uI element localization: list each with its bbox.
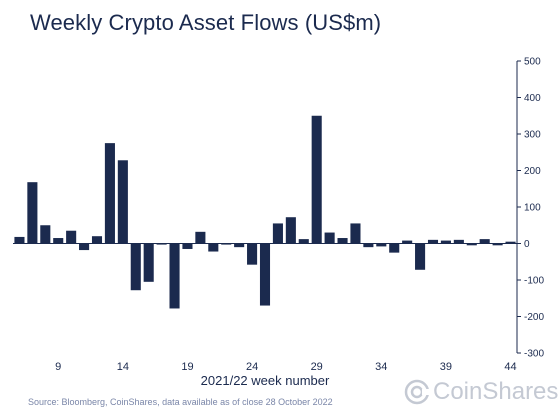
source-note: Source: Bloomberg, CoinShares, data avai…: [28, 397, 333, 407]
bar-week-43: [492, 243, 503, 246]
y-axis: 500 400 300 200 100 0 -100 -200 -300: [516, 57, 544, 360]
coinshares-logo-icon: [404, 379, 430, 405]
bar-week-36: [402, 240, 413, 244]
x-tick-label: 34: [375, 361, 387, 373]
bar-week-24: [247, 243, 258, 265]
coinshares-logo: CoinShares: [404, 378, 558, 406]
y-tick-label: 200: [524, 166, 541, 177]
bar-week-23: [234, 243, 245, 248]
x-tick-label: 14: [117, 361, 129, 373]
y-tick-label: 400: [524, 93, 541, 104]
bar-week-41: [466, 243, 477, 246]
bar-week-38: [427, 239, 439, 244]
y-tick-label: 300: [524, 130, 541, 141]
bars-group: [14, 115, 516, 309]
y-tick-label: 100: [524, 203, 541, 214]
y-tick-label: -200: [524, 312, 544, 323]
bar-week-9: [53, 238, 64, 244]
x-tick-label: 44: [504, 361, 516, 373]
bar-week-6: [14, 236, 25, 244]
x-tick-label: 9: [55, 361, 61, 373]
y-tick-label: 500: [524, 57, 541, 68]
y-tick-label: -100: [524, 276, 544, 287]
bar-week-37: [415, 243, 426, 270]
bar-week-40: [453, 239, 464, 244]
y-tick-label: -300: [524, 349, 544, 360]
bar-week-15: [130, 243, 141, 291]
bar-week-17: [156, 243, 167, 245]
bar-week-21: [208, 243, 219, 252]
bar-week-10: [66, 230, 77, 244]
bar-week-19: [182, 243, 193, 249]
bar-week-29: [311, 115, 322, 244]
x-tick-label: 24: [246, 361, 258, 373]
bar-week-39: [440, 240, 451, 244]
bar-week-16: [143, 243, 154, 282]
bar-week-22: [221, 243, 232, 245]
bar-week-14: [117, 160, 128, 244]
bar-week-35: [389, 243, 400, 253]
x-tick-label: 19: [181, 361, 193, 373]
logo-text: CoinShares: [433, 378, 559, 405]
bar-week-32: [350, 223, 361, 244]
bar-week-44: [505, 241, 516, 244]
bar-week-26: [272, 223, 283, 244]
x-axis-label: 2021/22 week number: [200, 373, 330, 388]
y-tick-label: 0: [524, 239, 530, 250]
bar-week-42: [479, 239, 490, 244]
bar-week-8: [40, 225, 51, 244]
bar-week-11: [79, 243, 90, 251]
chart-title: Weekly Crypto Asset Flows (US$m): [30, 10, 382, 35]
bar-week-31: [337, 238, 348, 244]
x-tick-label: 29: [311, 361, 323, 373]
x-axis: 9 14 19 24 29 34 39 44: [55, 361, 516, 373]
bar-week-28: [298, 239, 309, 244]
bar-week-30: [324, 232, 335, 244]
bar-week-7: [27, 182, 38, 244]
bar-week-20: [195, 231, 206, 244]
bar-week-34: [376, 243, 387, 247]
bar-week-13: [104, 143, 115, 244]
bar-week-12: [91, 236, 103, 244]
bar-week-25: [259, 243, 271, 306]
x-tick-label: 39: [440, 361, 452, 373]
bar-week-18: [169, 243, 180, 309]
bar-week-27: [285, 217, 296, 244]
bar-week-33: [363, 243, 374, 248]
